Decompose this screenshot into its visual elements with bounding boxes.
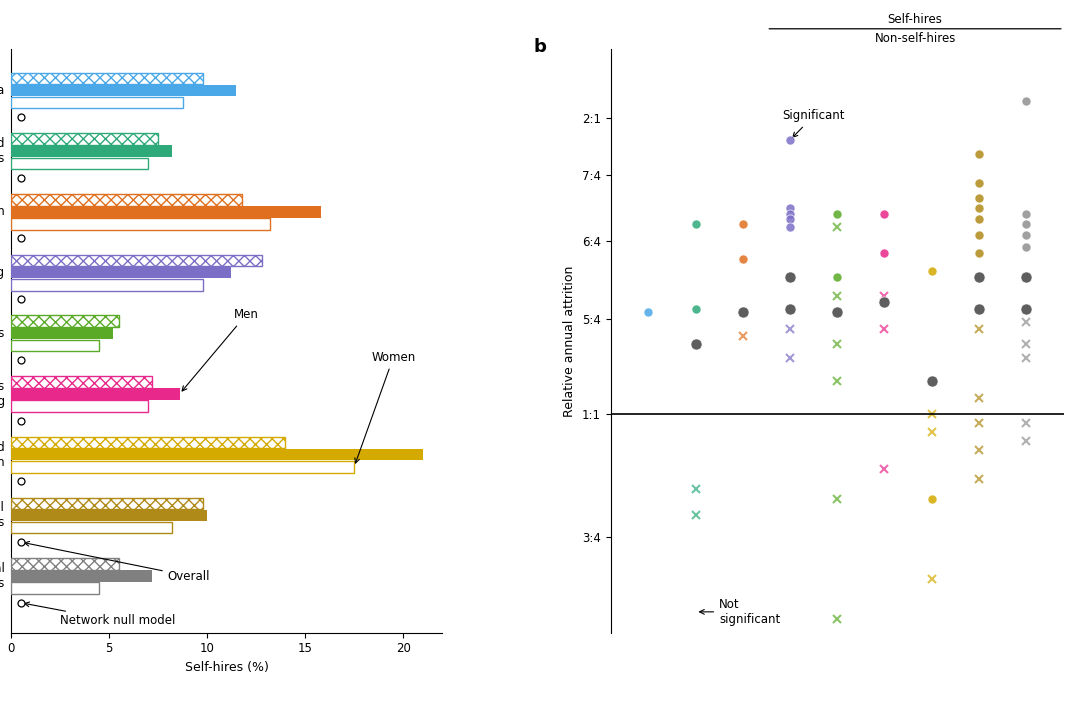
Bar [11, 267, 230, 278]
Text: Overall: Overall [25, 541, 211, 583]
Bar [11, 437, 285, 449]
Text: Significant: Significant [782, 110, 845, 137]
Bar [11, 583, 99, 594]
Text: Non-self-hires: Non-self-hires [875, 32, 956, 45]
Bar [11, 522, 172, 534]
Text: Network null model: Network null model [25, 602, 175, 628]
Text: Self-hires: Self-hires [888, 13, 943, 26]
Bar [11, 558, 119, 569]
Bar [11, 388, 179, 400]
Text: b: b [534, 37, 546, 56]
Bar [11, 134, 158, 145]
Bar [11, 461, 354, 472]
Bar [11, 72, 203, 84]
Bar [11, 328, 112, 339]
Text: Women: Women [355, 351, 416, 463]
Bar [11, 340, 99, 352]
Bar [11, 498, 203, 509]
Bar [11, 146, 172, 157]
Bar [11, 254, 262, 266]
Text: Not
significant: Not significant [700, 598, 781, 626]
Bar [11, 85, 237, 96]
Bar [11, 401, 148, 412]
Text: Men: Men [183, 308, 259, 391]
Bar [11, 449, 423, 460]
Bar [11, 279, 203, 290]
Bar [11, 218, 270, 230]
Bar [11, 510, 207, 521]
Y-axis label: Relative annual attrition: Relative annual attrition [564, 265, 577, 417]
Bar [11, 316, 119, 327]
Bar [11, 376, 152, 387]
Bar [11, 157, 148, 169]
Bar [11, 97, 184, 108]
Bar [11, 206, 321, 218]
Bar [11, 194, 242, 205]
X-axis label: Self-hires (%): Self-hires (%) [185, 661, 269, 674]
Bar [11, 570, 152, 582]
